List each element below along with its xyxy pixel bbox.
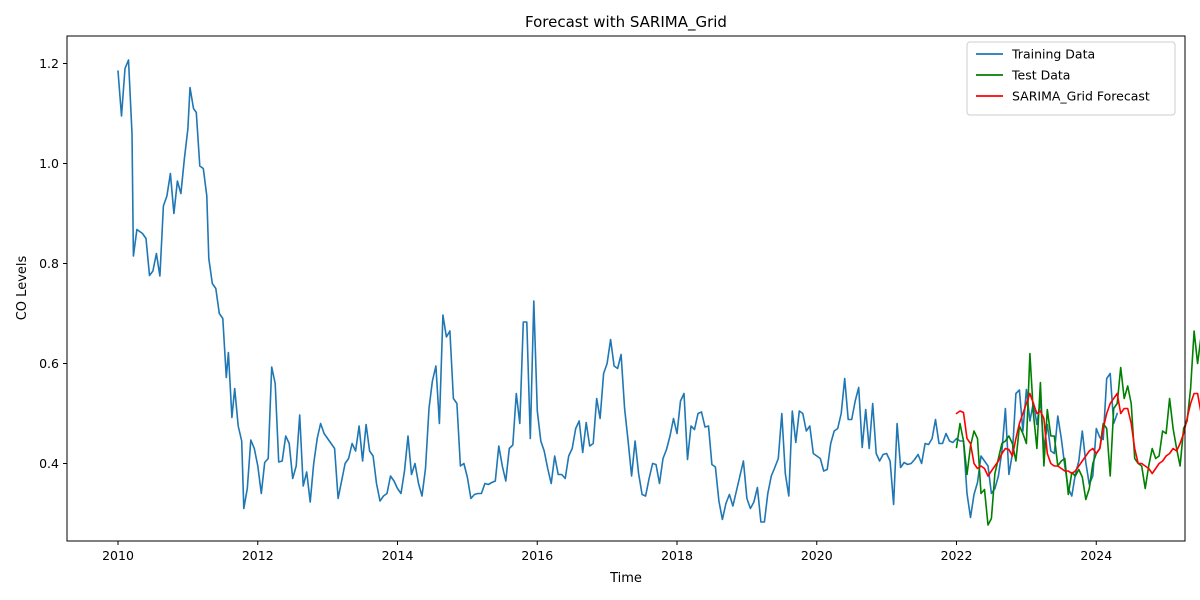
- x-tick-label: 2024: [1080, 548, 1112, 563]
- y-tick-label: 1.2: [39, 56, 59, 71]
- x-tick-label: 2022: [941, 548, 973, 563]
- legend-entry-0: Training Data: [1011, 47, 1095, 62]
- y-tick-label: 0.6: [39, 356, 59, 371]
- series-line-0: [117, 59, 1118, 523]
- x-tick-label: 2014: [382, 548, 414, 563]
- y-axis-label: CO Levels: [15, 256, 30, 321]
- x-tick-label: 2010: [102, 548, 134, 563]
- y-tick-label: 0.4: [39, 456, 59, 471]
- y-tick-label: 1.0: [39, 156, 59, 171]
- y-axis: 0.4 0.6 0.8 1.0 1.2: [39, 56, 67, 471]
- legend-entry-1: Test Data: [1011, 68, 1070, 83]
- plot-frame: [66, 35, 1186, 542]
- legend-box: [966, 41, 1176, 116]
- x-axis: 2010 2012 2014 2016 2018 2020 2022 2024: [102, 541, 1112, 563]
- x-tick-label: 2016: [521, 548, 553, 563]
- series-line-2: [955, 392, 1200, 477]
- x-axis-label: Time: [609, 571, 642, 586]
- x-tick-label: 2012: [242, 548, 274, 563]
- x-tick-label: 2018: [661, 548, 693, 563]
- plot-area: [117, 59, 1200, 526]
- x-tick-label: 2020: [801, 548, 833, 563]
- legend: Training Data Test Data SARIMA_Grid Foreca…: [966, 41, 1176, 116]
- y-tick-label: 0.8: [39, 256, 59, 271]
- chart-title: Forecast with SARIMA_Grid: [525, 13, 727, 32]
- legend-entry-2: SARIMA_Grid Forecast: [1012, 89, 1150, 104]
